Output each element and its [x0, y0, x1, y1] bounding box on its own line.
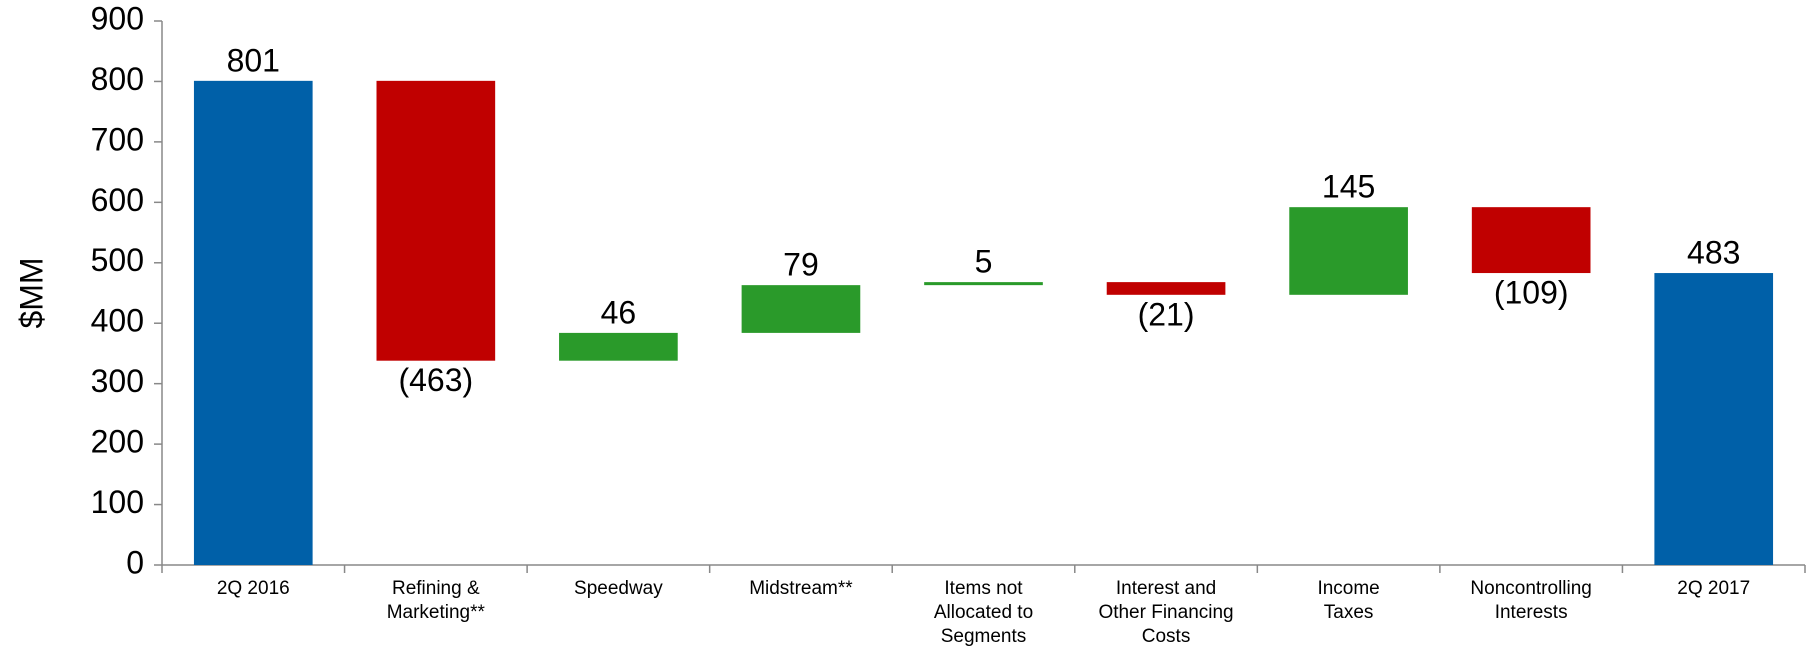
y-tick-label: 200	[91, 424, 144, 460]
y-tick-label: 800	[91, 61, 144, 97]
x-tick-label: Speedway	[574, 578, 663, 599]
value-label: 483	[1687, 235, 1740, 271]
x-tick-label: 2Q 2017	[1677, 578, 1751, 599]
x-tick-label: 2Q 2016	[216, 578, 290, 599]
bar	[741, 285, 861, 333]
y-tick-label: 500	[91, 242, 144, 278]
bar	[1471, 207, 1591, 274]
bar	[193, 80, 313, 565]
y-tick-label: 700	[91, 121, 144, 157]
x-tick-label: Interest and Other Financing Costs	[1098, 578, 1234, 647]
y-tick-label: 0	[126, 544, 144, 580]
y-tick-label: 100	[91, 484, 144, 520]
x-tick-label: Items not Allocated to Segments	[933, 578, 1034, 647]
bar	[1106, 282, 1226, 295]
bar	[1654, 273, 1774, 565]
x-tick-label: Refining & Marketing**	[386, 578, 485, 623]
y-axis-title: $MM	[13, 257, 49, 328]
bar	[1289, 207, 1408, 295]
y-tick-label: 300	[91, 363, 144, 399]
bar	[924, 282, 1043, 286]
value-label: 145	[1322, 169, 1375, 205]
y-tick-label: 400	[91, 303, 144, 339]
value-label: (463)	[398, 362, 473, 398]
value-label: (21)	[1138, 296, 1195, 332]
value-label: 79	[783, 247, 819, 283]
bar	[559, 332, 678, 361]
value-label: (109)	[1494, 275, 1569, 311]
x-tick-label: Midstream**	[749, 578, 853, 599]
x-tick-label: Income Taxes	[1317, 578, 1380, 623]
value-label: 5	[975, 244, 993, 280]
value-label: 46	[601, 294, 637, 330]
y-tick-label: 600	[91, 182, 144, 218]
value-label: 801	[227, 42, 280, 78]
y-tick-label: 900	[91, 0, 144, 36]
x-tick-label: Noncontrolling Interests	[1470, 578, 1592, 623]
bar	[376, 80, 496, 361]
